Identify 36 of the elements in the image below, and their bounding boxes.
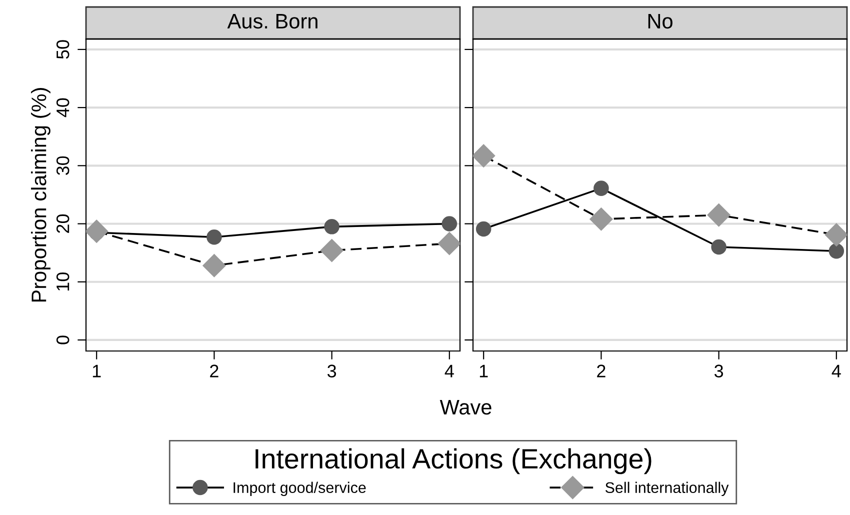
x-tick-label: 4 [444, 364, 454, 378]
point [324, 219, 340, 234]
y-tick-label: 20 [56, 214, 70, 233]
x-axis-title: Wave [440, 400, 492, 415]
point [202, 254, 226, 278]
y-tick-label: 50 [56, 40, 70, 59]
point [473, 144, 496, 168]
point [320, 238, 344, 262]
legend-title: International Actions (Exchange) [256, 448, 652, 474]
x-tick-label: 3 [327, 364, 336, 378]
point [707, 204, 730, 227]
legend-label: Import good/service [234, 482, 366, 496]
point [828, 243, 844, 259]
point [86, 220, 108, 243]
x-tick-label: 3 [714, 364, 724, 378]
x-tick-label: 1 [92, 364, 101, 378]
x-tick-label: 4 [832, 364, 841, 378]
x-tick-label: 2 [210, 364, 218, 378]
y-tick-label: 40 [56, 98, 70, 118]
point [594, 180, 609, 196]
y-tick-label: 0 [56, 336, 70, 344]
chart-title: No [648, 14, 672, 29]
point [438, 232, 460, 256]
y-axis-title: Proportion claiming (%) [31, 88, 50, 302]
point [476, 221, 492, 237]
x-tick-label: 1 [480, 364, 488, 378]
chart-title: Aus. Born [227, 14, 318, 29]
legend-label: Sell internationally [605, 482, 729, 496]
y-tick-label: 10 [56, 272, 70, 291]
point [206, 229, 222, 245]
x-tick-label: 2 [597, 364, 606, 378]
point [442, 216, 458, 232]
point [590, 208, 613, 231]
point [711, 239, 726, 255]
y-tick-label: 30 [56, 156, 70, 176]
point [824, 223, 847, 246]
